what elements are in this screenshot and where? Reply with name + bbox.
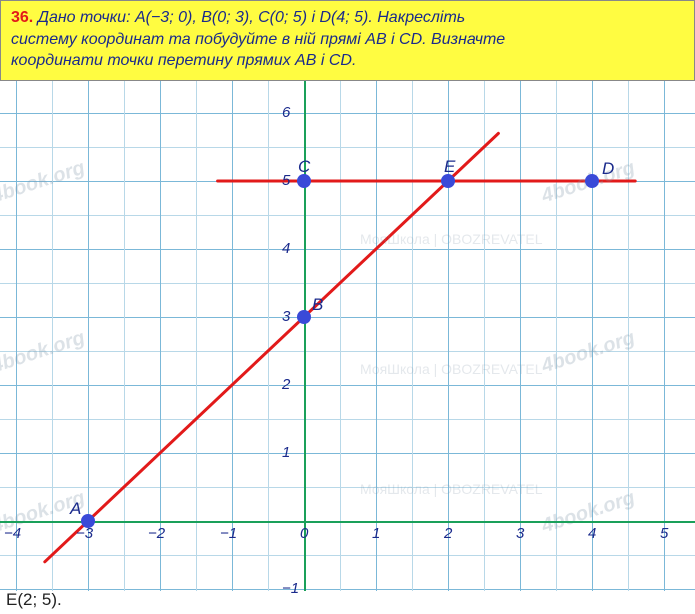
y-tick-label: 4 — [282, 240, 290, 257]
problem-line3: координати точки перетину прямих AB і CD… — [11, 52, 356, 69]
watermark-small: МояШкола | OBOZREVATEL — [360, 231, 543, 247]
x-tick-label: 0 — [300, 525, 308, 542]
chart-lines-svg — [0, 81, 695, 591]
point-label-B: B — [312, 295, 323, 315]
x-tick-label: −1 — [220, 525, 237, 542]
problem-number: 36. — [11, 9, 33, 26]
point-label-E: E — [444, 157, 455, 177]
x-axis — [0, 521, 695, 523]
point-A — [81, 514, 95, 528]
x-tick-label: 5 — [660, 525, 668, 542]
y-tick-label: 5 — [282, 172, 290, 189]
y-tick-label: 6 — [282, 104, 290, 121]
coordinate-chart: 4book.org 4book.org 4book.org 4book.org … — [0, 81, 695, 591]
x-tick-label: −4 — [4, 525, 21, 542]
answer-text: E(2; 5). — [6, 590, 62, 610]
problem-line1: Дано точки: A(−3; 0), B(0; 3), C(0; 5) і… — [33, 9, 465, 26]
y-tick-label: 1 — [282, 444, 290, 461]
point-D — [585, 174, 599, 188]
problem-statement: 36. Дано точки: A(−3; 0), B(0; 3), C(0; … — [0, 0, 695, 81]
watermark-small: МояШкола | OBOZREVATEL — [360, 361, 543, 377]
watermark: 4book.org — [539, 326, 638, 378]
problem-line2: систему координат та побудуйте в ній пря… — [11, 31, 505, 48]
watermark: 4book.org — [0, 326, 88, 378]
x-tick-label: −2 — [148, 525, 165, 542]
y-tick-label: 3 — [282, 308, 290, 325]
x-tick-label: 3 — [516, 525, 524, 542]
y-tick-label: 2 — [282, 376, 290, 393]
point-label-D: D — [602, 159, 614, 179]
x-tick-label: 1 — [372, 525, 380, 542]
x-tick-label: 4 — [588, 525, 596, 542]
point-label-A: A — [70, 499, 81, 519]
point-B — [297, 310, 311, 324]
y-tick-label: −1 — [282, 580, 299, 597]
x-tick-label: 2 — [444, 525, 452, 542]
point-label-C: C — [298, 157, 310, 177]
watermark: 4book.org — [0, 156, 88, 208]
watermark-small: МояШкола | OBOZREVATEL — [360, 481, 543, 497]
